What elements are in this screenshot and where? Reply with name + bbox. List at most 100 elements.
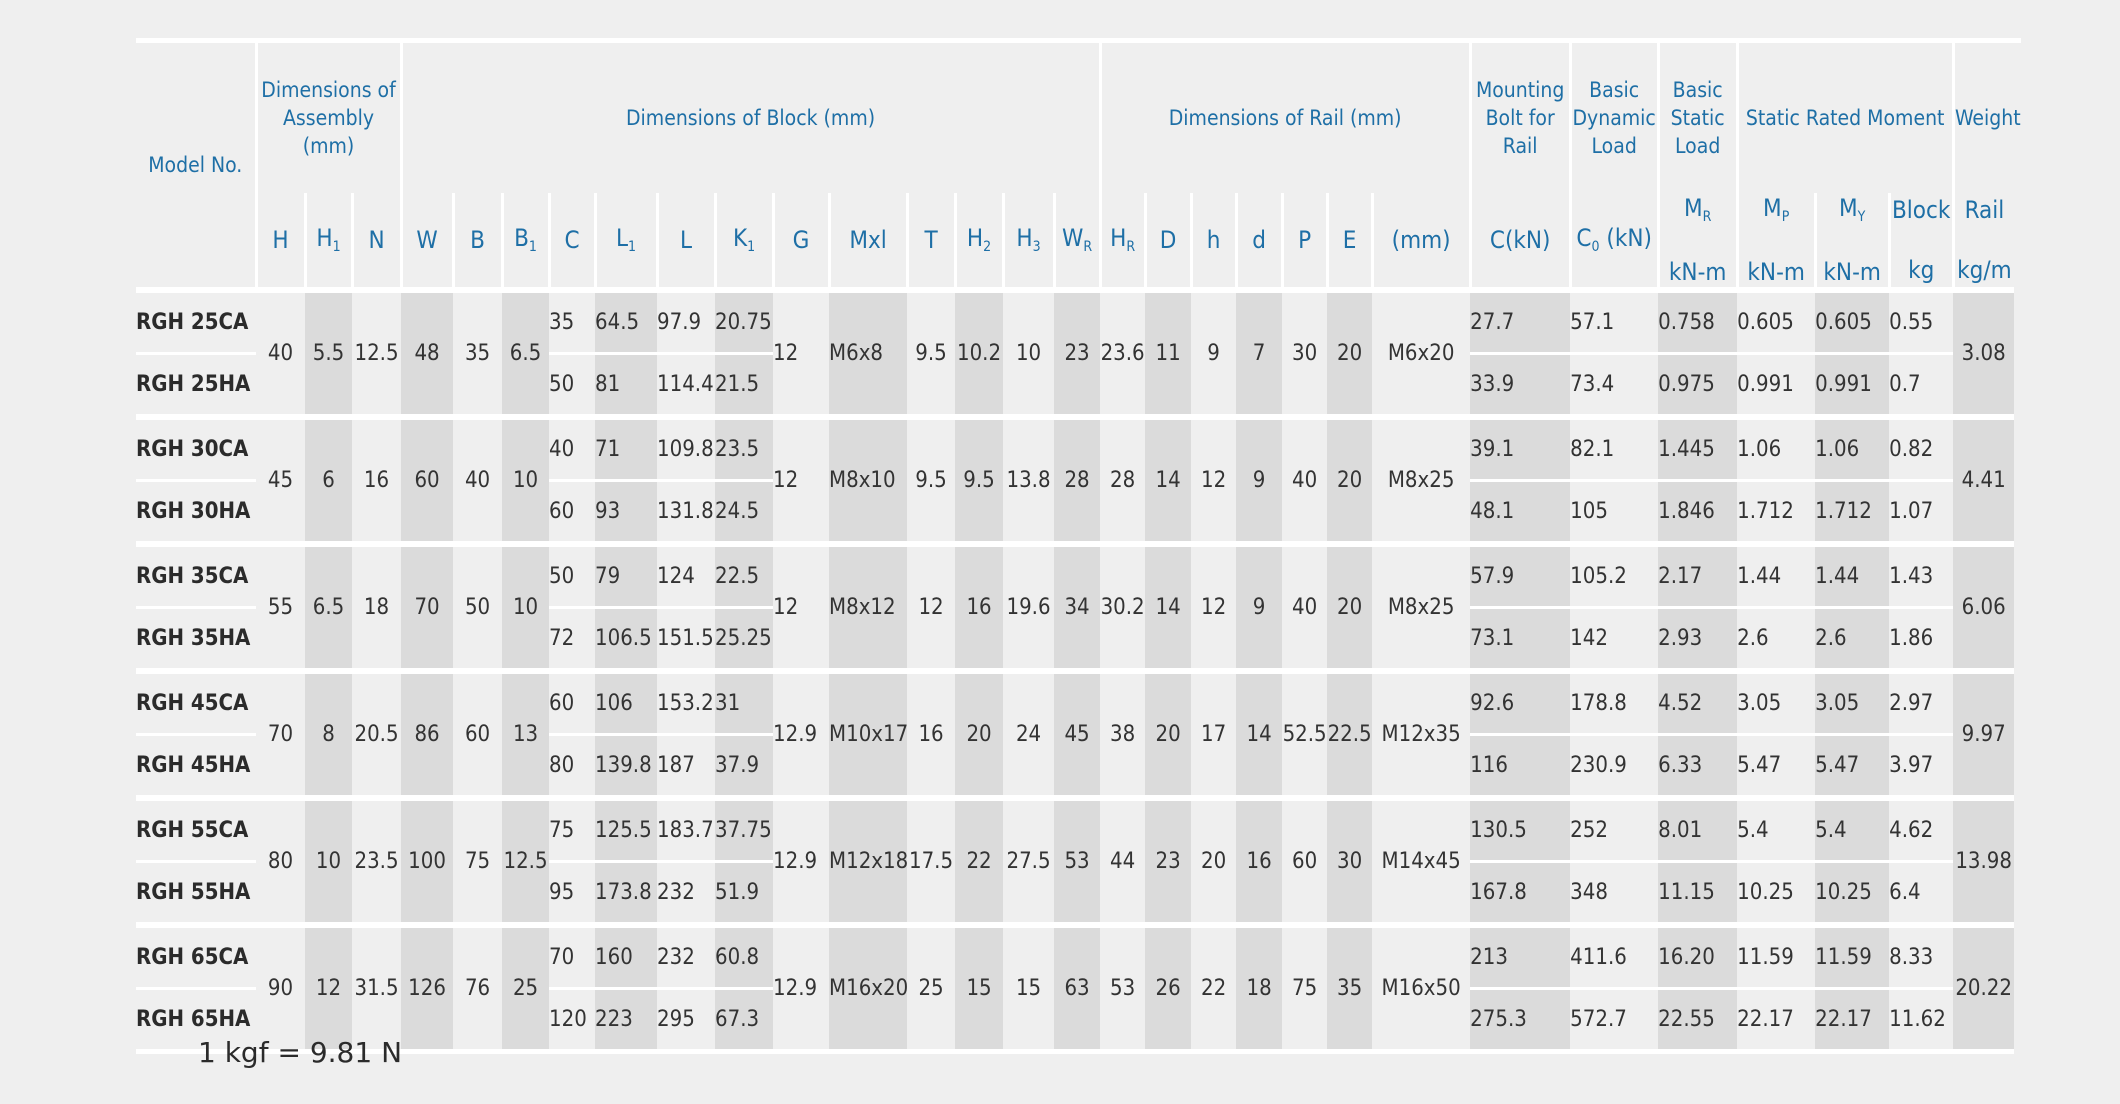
table-cell-mxl: M8x10 [829, 414, 908, 544]
model-cell: RGH 25CA [136, 287, 256, 354]
table-cell-l: 295 [657, 987, 716, 1052]
table-cell-d: 7 [1236, 287, 1283, 417]
table-cell-mp: 11.59 [1737, 922, 1816, 989]
table-cell-k1: 31 [715, 668, 774, 735]
table-cell-l1: 106 [595, 668, 658, 735]
table-cell-c0: 82.1 [1570, 414, 1659, 481]
table-cell-wr: 63 [1054, 922, 1101, 1052]
table-cell-bolt: M8x25 [1372, 541, 1471, 671]
table-cell-h: 70 [256, 668, 305, 798]
table-cell-k1: 37.9 [715, 733, 774, 798]
table-cell-c: 40 [549, 414, 596, 481]
table-cell-c0: 348 [1570, 860, 1659, 925]
table-cell-k1: 67.3 [715, 987, 774, 1052]
col-B1: B1 [500, 193, 550, 290]
table-cell-k1: 25.25 [715, 606, 774, 671]
table-cell-n: 23.5 [352, 795, 402, 925]
table-cell-w: 100 [401, 795, 454, 925]
table-cell-k1: 51.9 [715, 860, 774, 925]
table-cell-t: 25 [907, 922, 956, 1052]
table-cell-block: 4.62 [1889, 795, 1954, 862]
table-cell-c: 120 [549, 987, 596, 1052]
col-C: C [547, 193, 596, 290]
table-cell-g: 12.9 [773, 922, 830, 1052]
header-block: Dimensions of Block (mm) [399, 38, 1101, 193]
header-rail: Dimensions of Rail (mm) [1098, 38, 1471, 193]
table-row: RGH 65CA 90 12 31.5 126 76 25 70 160 232 60.8 12.9 M… [136, 922, 2021, 1052]
table-cell-wr: 34 [1054, 541, 1101, 671]
table-cell-wr: 28 [1054, 414, 1101, 544]
table-cell-my: 2.6 [1815, 606, 1890, 671]
table-cell-b: 75 [453, 795, 503, 925]
table-cell-t: 9.5 [907, 287, 956, 417]
table-cell-h3: 24 [1003, 668, 1055, 798]
table-cell-c: 75 [549, 795, 596, 862]
col-MR: MR kN-m [1656, 193, 1738, 290]
table-cell-g: 12 [773, 287, 830, 417]
table-cell-c: 70 [549, 922, 596, 989]
table-cell-d: 26 [1145, 922, 1192, 1052]
table-cell-cdyn: 57.9 [1470, 541, 1571, 608]
table-cell-h: 22 [1191, 922, 1237, 1052]
table-cell-cdyn: 167.8 [1470, 860, 1571, 925]
table-cell-mxl: M8x12 [829, 541, 908, 671]
table-cell-my: 5.47 [1815, 733, 1890, 798]
table-cell-w: 70 [401, 541, 454, 671]
table-cell-l: 124 [657, 541, 716, 608]
table-cell-block: 0.82 [1889, 414, 1954, 481]
table-cell-mp: 5.4 [1737, 795, 1816, 862]
col-D: D [1143, 193, 1192, 290]
table-cell-h2: 22 [955, 795, 1004, 925]
table-cell-n: 16 [352, 414, 402, 544]
table-cell-my: 0.605 [1815, 287, 1890, 354]
table-cell-p: 30 [1282, 287, 1328, 417]
table-cell-h1: 6.5 [305, 541, 352, 671]
table-cell-c0: 73.4 [1570, 352, 1659, 417]
col-H3: H3 [1001, 193, 1055, 290]
col-H2: H2 [953, 193, 1004, 290]
table-cell-c0: 142 [1570, 606, 1659, 671]
table-cell-l1: 81 [595, 352, 658, 417]
table-cell-k1: 22.5 [715, 541, 774, 608]
table-row: RGH 25CA 40 5.5 12.5 48 35 6.5 35 64.5 97.9 20.75 1… [136, 287, 2021, 417]
col-MY: MY kN-m [1813, 193, 1890, 290]
table-cell-h: 12 [1191, 414, 1237, 544]
table-cell-h1: 8 [305, 668, 352, 798]
table-cell-c: 80 [549, 733, 596, 798]
table-cell-rail: 4.41 [1953, 414, 2015, 544]
table-cell-b1: 6.5 [502, 287, 550, 417]
table-cell-w: 48 [401, 287, 454, 417]
table-cell-d: 23 [1145, 795, 1192, 925]
table-cell-l1: 125.5 [595, 795, 658, 862]
table-cell-c0: 178.8 [1570, 668, 1659, 735]
table-row: RGH 30CA 45 6 16 60 40 10 40 71 109.8 23.5 12 M8x10 9… [136, 414, 2021, 544]
table-cell-mr: 0.975 [1658, 352, 1738, 417]
col-h: h [1189, 193, 1237, 290]
table-cell-c0: 230.9 [1570, 733, 1659, 798]
table-cell-my: 1.44 [1815, 541, 1890, 608]
table-cell-l1: 71 [595, 414, 658, 481]
table-row: RGH 30HA 60 93 131.8 24.5 48.1 105 1.846 1.712 1.… [136, 479, 2021, 544]
col-d: d [1234, 193, 1283, 290]
table-cell-l1: 160 [595, 922, 658, 989]
table-cell-hr: 28 [1100, 414, 1146, 544]
table-cell-d: 9 [1236, 414, 1283, 544]
table-cell-l1: 139.8 [595, 733, 658, 798]
table-cell-bolt: M6x20 [1372, 287, 1471, 417]
table-cell-b: 35 [453, 287, 503, 417]
table-cell-l: 187 [657, 733, 716, 798]
table-cell-cdyn: 33.9 [1470, 352, 1571, 417]
table-cell-l1: 173.8 [595, 860, 658, 925]
table-cell-c: 60 [549, 479, 596, 544]
table-cell-block: 2.97 [1889, 668, 1954, 735]
table-cell-d: 18 [1236, 922, 1283, 1052]
table-cell-cdyn: 275.3 [1470, 987, 1571, 1052]
table-cell-block: 1.07 [1889, 479, 1954, 544]
table-cell-l: 183.7 [657, 795, 716, 862]
col-N: N [350, 193, 402, 290]
header-mounting-bolt: Mounting Bolt for Rail [1468, 38, 1571, 193]
table-cell-mp: 0.605 [1737, 287, 1816, 354]
table-cell-c: 60 [549, 668, 596, 735]
table-cell-c0: 57.1 [1570, 287, 1659, 354]
table-cell-mp: 1.06 [1737, 414, 1816, 481]
